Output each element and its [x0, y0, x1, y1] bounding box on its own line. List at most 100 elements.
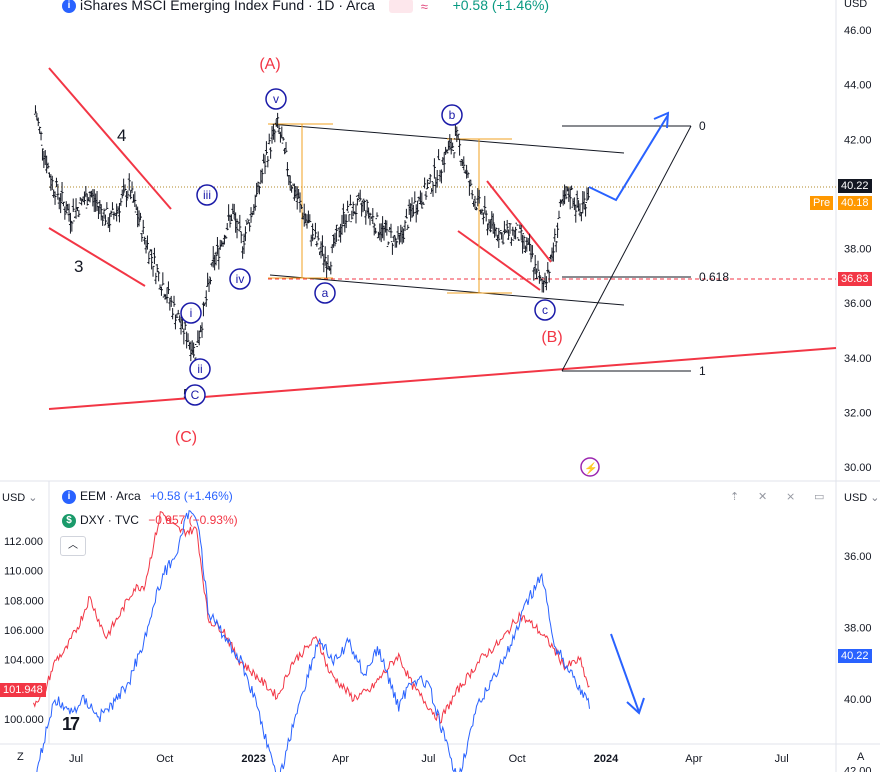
wave-circle	[180, 302, 202, 324]
header-change: +0.58 (+1.46%)	[452, 0, 550, 13]
pre-price-tag: 40.18	[838, 196, 872, 210]
wave-C-label: (C)	[175, 429, 197, 446]
wave-circle-label: iii	[203, 188, 211, 202]
tradingview-logo: 17	[62, 714, 80, 734]
wedge-upper-line	[48, 67, 172, 210]
wave-3-label: 3	[74, 257, 83, 276]
time-label: Oct	[156, 753, 173, 765]
eem-last-tag: 40.22	[838, 649, 872, 663]
fib-label: 0.618	[699, 270, 729, 284]
support-trendline	[48, 347, 837, 410]
eem-tick: 36.00	[844, 551, 872, 563]
dxy-tick: 104.000	[4, 655, 44, 667]
dxy-tick: 112.000	[4, 536, 43, 548]
level-tag: 36.83	[838, 272, 872, 286]
wave-circle	[314, 282, 336, 304]
wave-circle	[189, 358, 211, 380]
wave-4-label: 4	[117, 126, 126, 145]
price-tick: 34.00	[844, 353, 872, 365]
wave-circle-label: a	[322, 286, 329, 300]
time-label: Oct	[509, 753, 526, 765]
time-label: Jul	[69, 753, 83, 765]
wave-B-label: (B)	[541, 329, 562, 346]
price-tick: 44.00	[844, 80, 872, 92]
wedge-lower-line	[48, 227, 146, 287]
move-up-icon[interactable]: ⇡	[730, 491, 740, 503]
wave-circle	[184, 384, 206, 406]
eem-tick: 40.00	[844, 694, 872, 706]
last-price-tag: 40.22	[838, 179, 872, 193]
dxy-tick: 108.000	[4, 595, 44, 607]
top-pane-annotations: 0 0.618 1 ⚡	[48, 67, 837, 477]
lower-currency-right-text: USD	[844, 492, 868, 504]
lower-currency-right[interactable]: USD ⌄	[844, 491, 880, 504]
auto-scale-button[interactable]: A	[857, 751, 865, 763]
fib-label: 0	[699, 119, 706, 133]
lightning-icon	[580, 457, 600, 477]
weather-icon[interactable]	[388, 0, 413, 14]
collapse-pane-icon[interactable]: ⨯	[786, 491, 796, 503]
price-tick: 38.00	[844, 244, 872, 256]
chart-header: i iShares MSCI Emerging Index Fund · 1D ·…	[62, 0, 550, 15]
price-tick: 32.00	[844, 407, 872, 419]
chevron-down-icon: ⌄	[870, 492, 880, 504]
projection-arrow	[588, 114, 669, 202]
currency-label[interactable]: USD	[844, 0, 868, 10]
dollar-icon[interactable]: $	[62, 513, 76, 528]
info-icon[interactable]: i	[62, 0, 76, 14]
dxy-series-line	[33, 511, 590, 725]
symbol-title[interactable]: iShares MSCI Emerging Index Fund · 1D · …	[80, 0, 375, 13]
dxy-change: −0.957 (−0.93%)	[148, 513, 238, 527]
eem-name: EEM · Arca	[80, 489, 141, 503]
info-icon[interactable]: i	[62, 489, 76, 504]
price-tick: 46.00	[844, 25, 872, 37]
wave-circle	[229, 268, 251, 290]
close-pane-icon[interactable]: ✕	[758, 491, 768, 503]
projection-arrowhead	[653, 111, 670, 129]
wave-circle-label: b	[449, 108, 456, 122]
wave-circle	[196, 184, 218, 206]
dxy-tick: 110.000	[4, 566, 43, 578]
price-tick: 42.00	[844, 134, 872, 146]
chevron-down-icon: ⌄	[28, 492, 38, 504]
dxy-last-tag: 101.948	[0, 683, 46, 697]
down-arrow	[610, 633, 640, 713]
lightning-glyph: ⚡	[584, 462, 598, 475]
lower-currency-left[interactable]: USD ⌄	[2, 491, 38, 504]
c-wedge-lower	[457, 230, 541, 291]
eem-tick: 38.00	[844, 623, 872, 635]
legend-eem[interactable]: i EEM · Arca +0.58 (+1.46%)	[62, 489, 233, 504]
wave-circle	[441, 104, 463, 126]
wave-circle-label: C	[191, 388, 200, 402]
down-arrowhead	[626, 697, 645, 715]
wave-circle-label: iv	[236, 272, 245, 286]
collapse-legend-button[interactable]: ︿	[60, 536, 86, 556]
dxy-name: DXY · TVC	[80, 513, 139, 527]
wave-circle	[534, 299, 556, 321]
legend-dxy[interactable]: $ DXY · TVC −0.957 (−0.93%)	[62, 513, 238, 528]
channel-bottom	[269, 274, 625, 306]
price-bars	[33, 105, 590, 368]
lower-pane	[33, 510, 645, 772]
time-label: Apr	[685, 753, 702, 765]
eem-tick: 42.00	[844, 766, 872, 772]
axes: 46.00 44.00 42.00 38.00 36.00 34.00 32.00 30.00…	[4, 25, 872, 772]
wave-A-label: (A)	[259, 56, 280, 73]
price-tick: 36.00	[844, 298, 872, 310]
lower-currency-left-text: USD	[2, 492, 26, 504]
price-tick: 30.00	[844, 462, 872, 474]
time-label: Jul	[421, 753, 435, 765]
wave-circle	[265, 88, 287, 110]
maximize-pane-icon[interactable]: ▭	[814, 491, 825, 503]
pre-label: Pre	[810, 196, 834, 210]
fib-label: 1	[699, 364, 706, 378]
wave-icon[interactable]: ≈	[420, 0, 428, 15]
wave-circle-label: i	[190, 306, 193, 320]
zoom-button[interactable]: Z	[17, 751, 24, 763]
eem-series-line	[36, 510, 590, 772]
wave-circle-label: c	[542, 303, 548, 317]
